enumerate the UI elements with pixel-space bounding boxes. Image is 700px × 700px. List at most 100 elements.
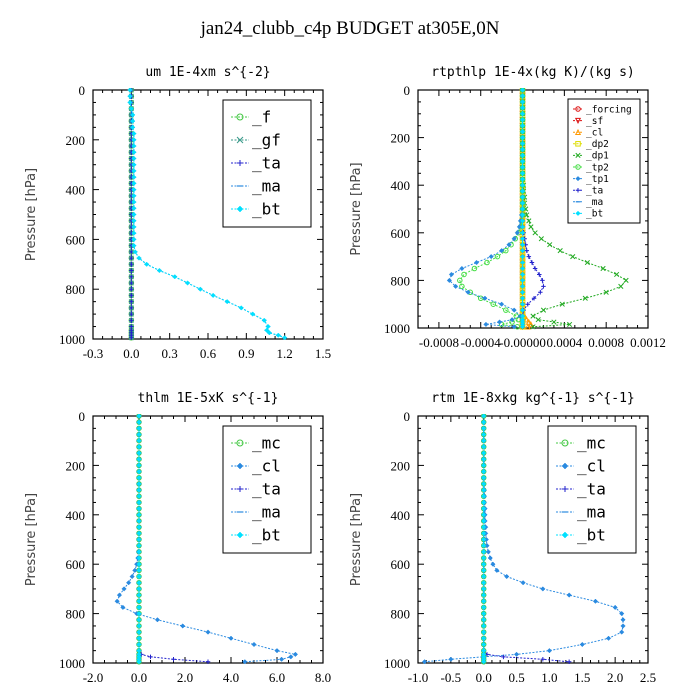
data-point <box>481 555 487 561</box>
data-point <box>481 580 487 586</box>
data-point <box>148 654 153 660</box>
x-tick-label: 0.0004 <box>546 335 582 350</box>
data-point <box>619 610 625 617</box>
data-point <box>131 243 137 249</box>
data-point <box>535 317 541 323</box>
y-tick-label: 800 <box>66 607 86 622</box>
data-point <box>519 259 526 266</box>
y-tick-label: 600 <box>66 232 86 247</box>
data-point <box>485 549 491 555</box>
data-point <box>131 205 137 211</box>
data-point <box>481 543 487 549</box>
data-point <box>136 462 142 469</box>
legend-marker <box>236 439 244 447</box>
data-point <box>459 265 465 272</box>
data-point <box>274 648 280 654</box>
legend-label: _sf <box>586 116 603 127</box>
panel-title: thlm 1E-5xK s^{-1} <box>138 391 279 406</box>
data-point <box>136 530 142 536</box>
data-point <box>519 129 526 135</box>
x-tick-label: -0.0008 <box>419 335 459 350</box>
data-point <box>519 283 526 289</box>
data-point <box>465 289 471 295</box>
data-point <box>184 280 191 286</box>
x-tick-label: 0.3 <box>162 346 178 361</box>
data-point <box>448 271 455 278</box>
data-point <box>538 290 543 295</box>
legend-marker <box>575 164 581 170</box>
data-point <box>481 629 487 635</box>
data-point <box>136 617 142 623</box>
data-point <box>483 321 489 328</box>
data-point <box>136 475 142 481</box>
data-point <box>519 188 526 194</box>
data-point <box>136 549 142 555</box>
data-point <box>288 654 294 660</box>
legend-label: _ma <box>252 503 281 522</box>
data-point <box>540 307 547 313</box>
data-point <box>481 659 487 665</box>
legend-marker <box>236 136 244 144</box>
data-point <box>136 414 142 419</box>
data-point <box>519 117 526 123</box>
legend-label: _ma <box>586 197 603 208</box>
data-point <box>481 444 487 450</box>
legend-marker <box>236 113 244 121</box>
data-point <box>481 450 487 456</box>
data-point <box>481 530 487 536</box>
data-point <box>481 481 487 487</box>
y-tick-label: 800 <box>391 273 411 288</box>
y-tick-label: 200 <box>391 458 411 473</box>
x-tick-label: -1.0 <box>408 670 429 685</box>
y-tick-label: 800 <box>66 282 86 297</box>
data-point <box>494 253 501 260</box>
data-point <box>519 146 526 153</box>
legend-marker <box>561 439 569 447</box>
data-point <box>136 487 142 493</box>
data-point <box>519 99 526 105</box>
series-group <box>446 88 629 330</box>
legend-label: _tp2 <box>586 162 609 173</box>
x-tick-label: 4.0 <box>223 670 239 685</box>
y-axis-label: Pressure [hPa] <box>349 162 364 255</box>
data-point <box>136 425 142 431</box>
figure-title: jan24_clubb_c4p BUDGET at305E,0N <box>200 18 500 39</box>
x-tick-label: 0.9 <box>238 346 254 361</box>
data-point <box>605 635 612 641</box>
data-point <box>592 598 599 604</box>
data-point <box>519 194 526 200</box>
data-point <box>136 431 142 438</box>
data-point <box>131 230 137 236</box>
data-point <box>238 305 244 311</box>
data-point <box>524 323 531 330</box>
data-point <box>481 462 487 469</box>
panel-2: rtpthlp 1E-4x(kg K)/(kg s) Pressure [hPa]… <box>349 65 666 350</box>
data-point <box>481 604 487 611</box>
legend-marker <box>574 128 582 135</box>
series-line-tp1 <box>448 90 523 328</box>
data-point <box>618 283 624 289</box>
data-point <box>136 567 142 573</box>
data-point <box>481 419 487 425</box>
data-point <box>525 318 532 325</box>
y-tick-label: 1000 <box>384 321 410 336</box>
data-point <box>457 277 463 284</box>
x-tick-label: 8.0 <box>315 670 331 685</box>
data-point <box>459 283 465 290</box>
data-point <box>570 253 576 260</box>
legend-label: _bt <box>252 200 281 219</box>
data-point <box>136 659 142 665</box>
data-point <box>531 296 537 301</box>
data-point <box>584 259 590 266</box>
data-point <box>537 272 542 277</box>
legend-label: _mc <box>577 434 606 453</box>
legend-marker <box>575 187 581 193</box>
data-point <box>136 635 142 641</box>
data-point <box>205 659 211 665</box>
data-point <box>484 259 490 266</box>
data-point <box>481 592 487 598</box>
y-tick-label: 200 <box>66 133 86 148</box>
data-point <box>136 438 142 444</box>
data-point <box>524 212 530 218</box>
legend: _mc _cl _ta _ma _bt <box>222 425 312 554</box>
